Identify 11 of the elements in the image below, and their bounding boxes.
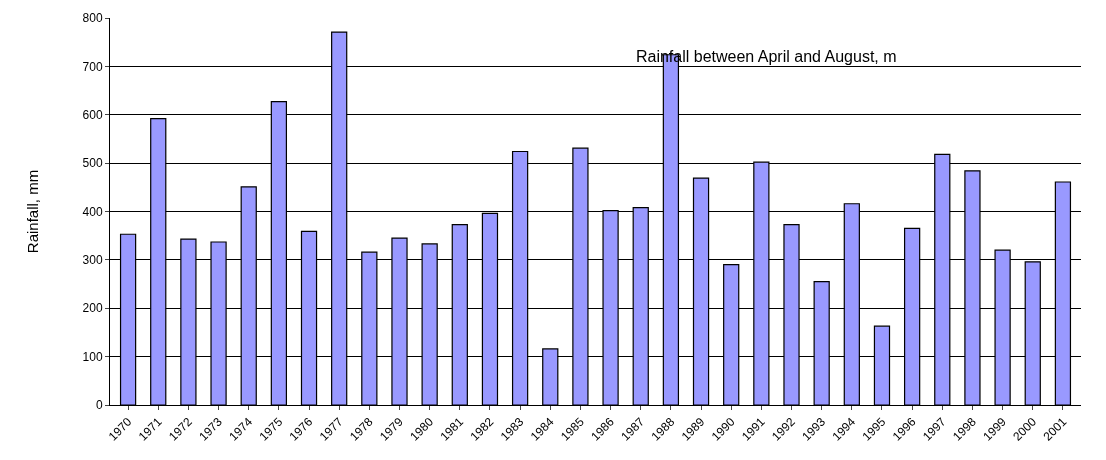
y-tick-label: 400 <box>82 204 103 219</box>
y-axis-title: Rainfall, mm <box>23 169 41 254</box>
y-tick-label: 600 <box>82 107 103 122</box>
y-tick-label: 100 <box>82 349 103 364</box>
y-tick-label: 800 <box>82 11 103 26</box>
y-tick-label: 500 <box>82 156 103 171</box>
text: Rainfall between April and August, m <box>635 47 897 65</box>
y-tick-label: 200 <box>82 301 103 316</box>
y-tick-label: 300 <box>82 253 103 268</box>
y-tick-label: 0 <box>95 398 103 413</box>
y-tick-label: 700 <box>82 59 103 74</box>
